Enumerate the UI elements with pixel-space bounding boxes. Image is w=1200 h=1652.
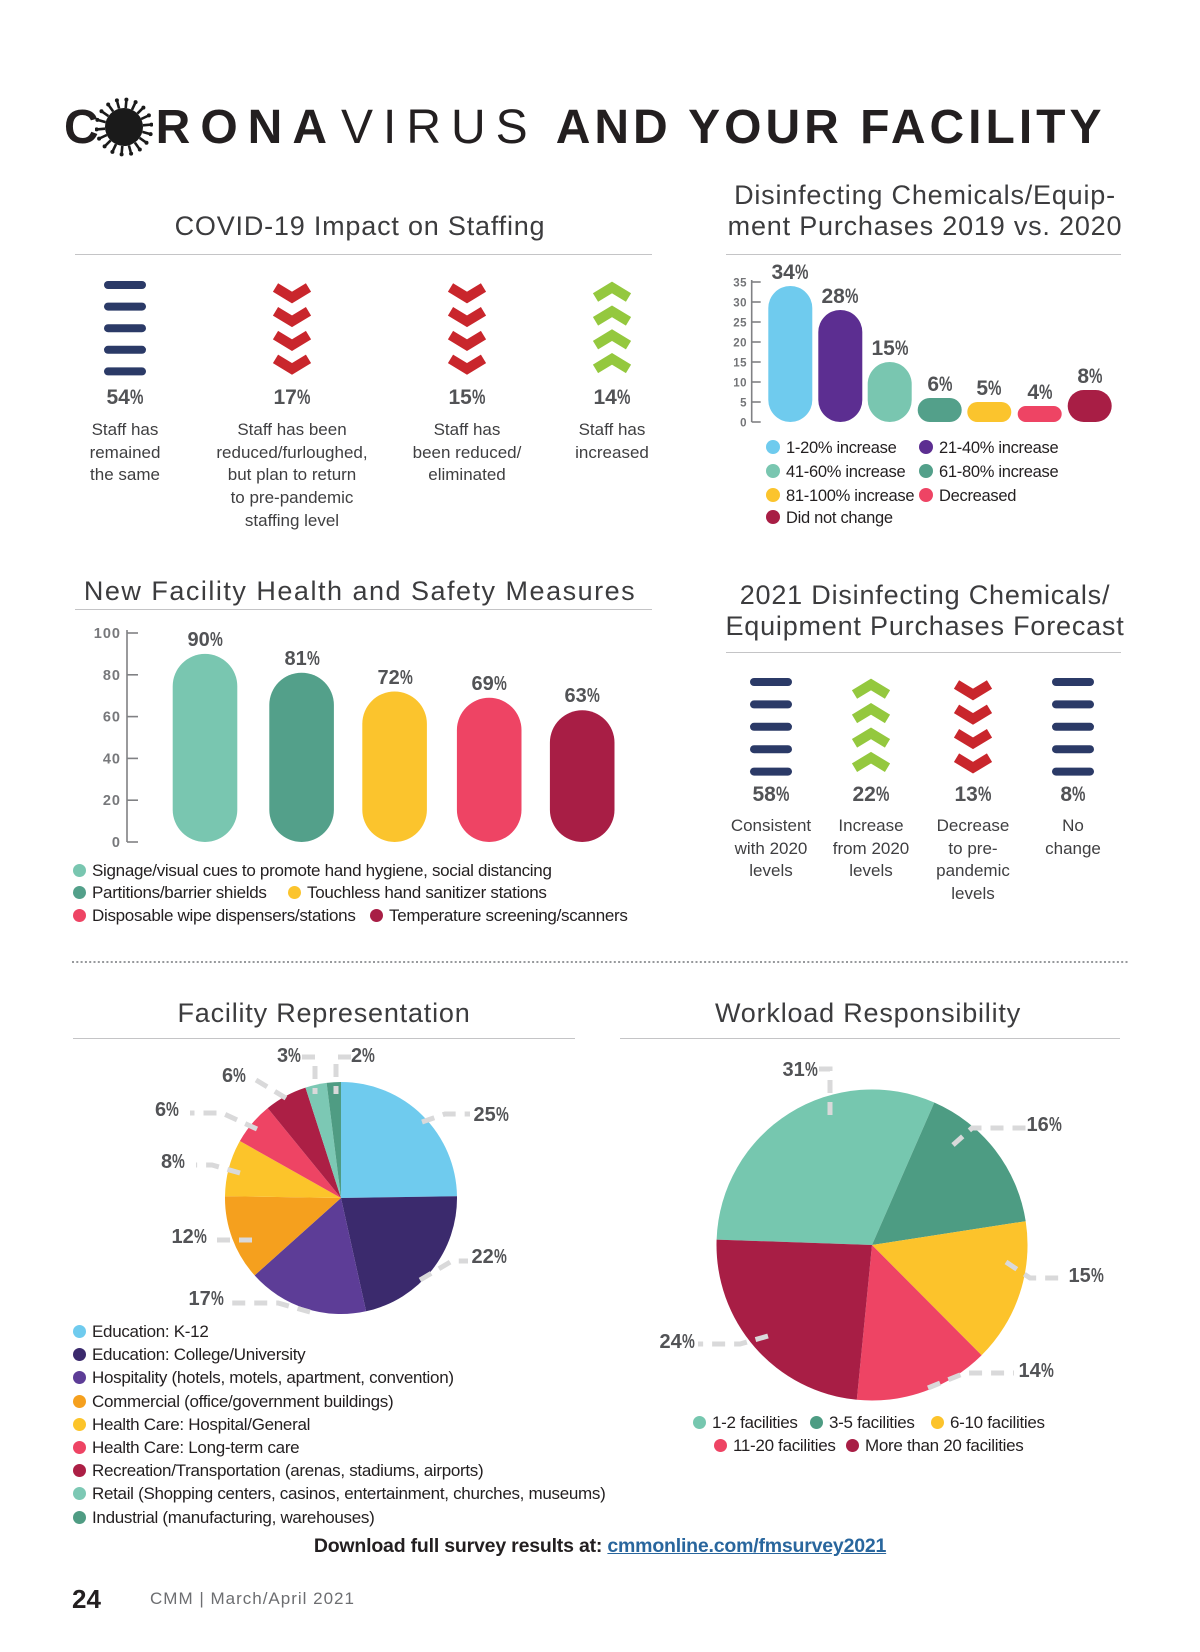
svg-text:20: 20: [103, 793, 121, 809]
svg-text:35: 35: [733, 278, 747, 290]
svg-text:60: 60: [103, 710, 121, 726]
svg-text:0: 0: [112, 835, 121, 850]
svg-text:10: 10: [733, 378, 747, 390]
svg-text:80: 80: [103, 668, 121, 684]
svg-text:100: 100: [94, 626, 121, 642]
svg-text:0: 0: [740, 418, 747, 430]
svg-text:20: 20: [733, 338, 747, 350]
svg-text:25: 25: [733, 318, 747, 330]
svg-text:40: 40: [103, 751, 121, 767]
svg-text:5: 5: [740, 398, 747, 410]
svg-text:30: 30: [733, 298, 747, 310]
svg-text:15: 15: [733, 358, 747, 370]
